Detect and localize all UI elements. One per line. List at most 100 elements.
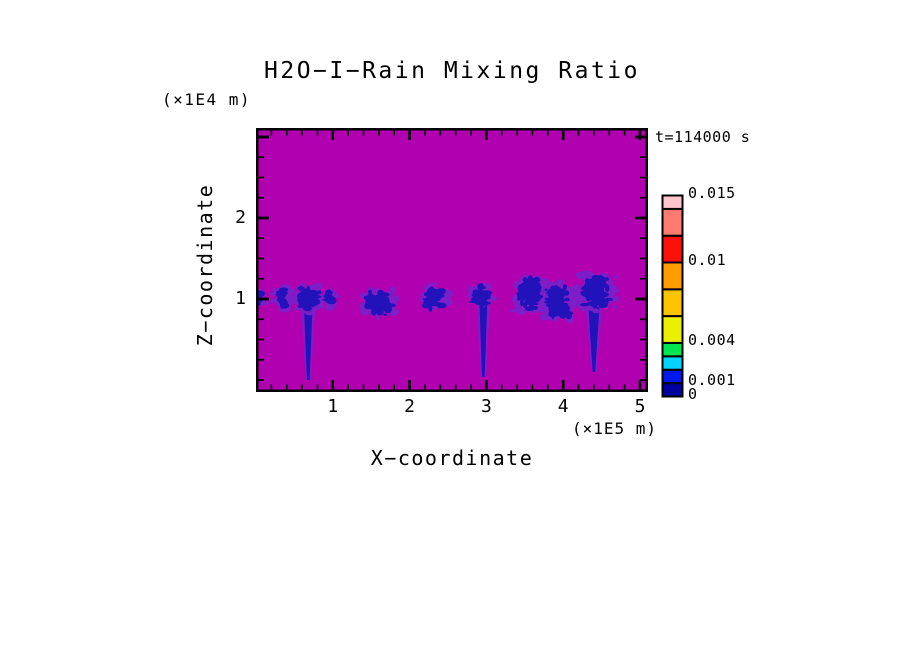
colorbar-segment bbox=[661, 234, 684, 264]
heatmap-field bbox=[256, 128, 648, 392]
rain-fringe-speck bbox=[612, 305, 618, 309]
rain-core-speck bbox=[530, 288, 535, 294]
rain-core-speck bbox=[426, 290, 431, 294]
rain-core-speck bbox=[369, 294, 377, 300]
x-tick-label: 2 bbox=[404, 396, 416, 417]
rain-core-speck bbox=[582, 285, 589, 288]
rain-core-speck bbox=[589, 289, 594, 293]
rain-core-speck bbox=[557, 305, 568, 310]
rain-fringe-speck bbox=[608, 294, 614, 298]
rain-core-speck bbox=[529, 282, 533, 289]
rain-core-speck bbox=[562, 284, 567, 290]
rain-core-speck bbox=[585, 278, 594, 285]
colorbar-segment bbox=[661, 207, 684, 237]
z-tick-label: 1 bbox=[235, 288, 246, 309]
rain-fringe-speck bbox=[428, 282, 439, 286]
rain-core-speck bbox=[550, 285, 555, 291]
colorbar-segment bbox=[661, 368, 684, 385]
rain-core-speck bbox=[297, 293, 301, 299]
rain-core-speck bbox=[422, 298, 431, 301]
x-tick-label: 3 bbox=[480, 396, 492, 417]
rain-fringe-speck bbox=[444, 297, 449, 303]
rain-core-speck bbox=[516, 298, 521, 301]
colorbar-segment bbox=[661, 194, 684, 210]
rain-fringe-speck bbox=[324, 304, 336, 311]
x-axis-units-label: (×1E5 m) bbox=[571, 419, 657, 438]
rain-core-speck bbox=[367, 302, 372, 306]
rain-cell bbox=[419, 282, 454, 313]
rain-core-speck bbox=[371, 308, 377, 316]
y-axis-units-label: (×1E4 m) bbox=[162, 90, 252, 109]
colorbar-tick-label: 0.015 bbox=[688, 183, 736, 202]
rain-core-speck bbox=[428, 296, 437, 305]
rain-fringe-speck bbox=[581, 270, 593, 279]
rain-core-speck bbox=[327, 296, 337, 305]
rain-core-speck bbox=[554, 288, 560, 295]
rain-fringe-speck bbox=[573, 284, 582, 293]
rain-core-speck bbox=[598, 281, 604, 285]
colorbar-tick-label: 0.001 bbox=[688, 371, 736, 390]
x-tick-label: 5 bbox=[634, 396, 646, 417]
rain-shaft bbox=[587, 300, 600, 372]
rain-fringe-speck bbox=[280, 307, 291, 313]
rain-core-speck bbox=[551, 312, 559, 317]
rain-core-speck bbox=[548, 292, 554, 295]
colorbar-tick-label: 0.004 bbox=[688, 330, 736, 349]
rain-cell bbox=[291, 282, 329, 380]
rain-core-speck bbox=[516, 292, 522, 295]
rain-fringe-speck bbox=[539, 290, 550, 297]
rain-core-speck bbox=[527, 279, 536, 282]
x-tick-label: 1 bbox=[327, 396, 339, 417]
rain-fringe-speck bbox=[508, 309, 521, 313]
colorbar-tick-label: 0 bbox=[688, 384, 698, 403]
rain-core-speck bbox=[548, 302, 554, 309]
rain-fringe-speck bbox=[568, 296, 574, 303]
rain-fringe-speck bbox=[361, 307, 366, 315]
rain-core-speck bbox=[587, 292, 597, 296]
rain-cell bbox=[322, 288, 342, 311]
colorbar bbox=[661, 194, 684, 398]
rain-core-speck bbox=[595, 283, 601, 290]
rain-core-speck bbox=[480, 302, 486, 307]
rain-core-speck bbox=[557, 297, 565, 303]
rain-core-speck bbox=[563, 290, 570, 296]
plot-area bbox=[256, 128, 648, 392]
rain-core-speck bbox=[551, 296, 559, 303]
rain-fringe-speck bbox=[581, 308, 587, 312]
field-background bbox=[256, 128, 648, 392]
rain-core-speck bbox=[522, 277, 528, 283]
x-axis-title: X−coordinate bbox=[370, 446, 534, 470]
colorbar-segment bbox=[661, 382, 684, 398]
rain-core-speck bbox=[579, 302, 590, 307]
rain-core-speck bbox=[468, 300, 479, 304]
plot-frame bbox=[256, 128, 648, 392]
rain-core-speck bbox=[382, 299, 386, 308]
rain-core-speck bbox=[371, 300, 378, 308]
rain-core-speck bbox=[317, 290, 322, 295]
rain-core-speck bbox=[589, 303, 595, 307]
rain-core-speck bbox=[477, 286, 483, 291]
rain-cell bbox=[572, 270, 621, 372]
rain-cell bbox=[467, 282, 498, 377]
rain-core-speck bbox=[580, 290, 591, 297]
chart-title: H2O−I−Rain Mixing Ratio bbox=[264, 58, 640, 84]
rain-shaft bbox=[303, 303, 313, 380]
rain-fringe-speck bbox=[315, 283, 321, 292]
rain-core-speck bbox=[522, 289, 526, 297]
rain-cell bbox=[268, 283, 296, 313]
colorbar-segment bbox=[661, 288, 684, 318]
colorbar-segment bbox=[661, 315, 684, 344]
rain-core-speck bbox=[600, 298, 609, 306]
axis-ticks bbox=[258, 130, 646, 390]
rain-core-speck bbox=[481, 290, 487, 295]
rain-core-speck bbox=[379, 295, 386, 302]
rain-core-speck bbox=[314, 298, 318, 307]
rain-fringe-speck bbox=[556, 279, 566, 284]
rain-core-speck bbox=[592, 301, 598, 309]
time-stamp-label: t=114000 s bbox=[655, 128, 751, 146]
z-tick-label: 2 bbox=[235, 207, 246, 228]
rain-core-speck bbox=[302, 306, 313, 312]
rain-core-speck bbox=[481, 286, 487, 289]
rain-core-speck bbox=[565, 298, 570, 302]
